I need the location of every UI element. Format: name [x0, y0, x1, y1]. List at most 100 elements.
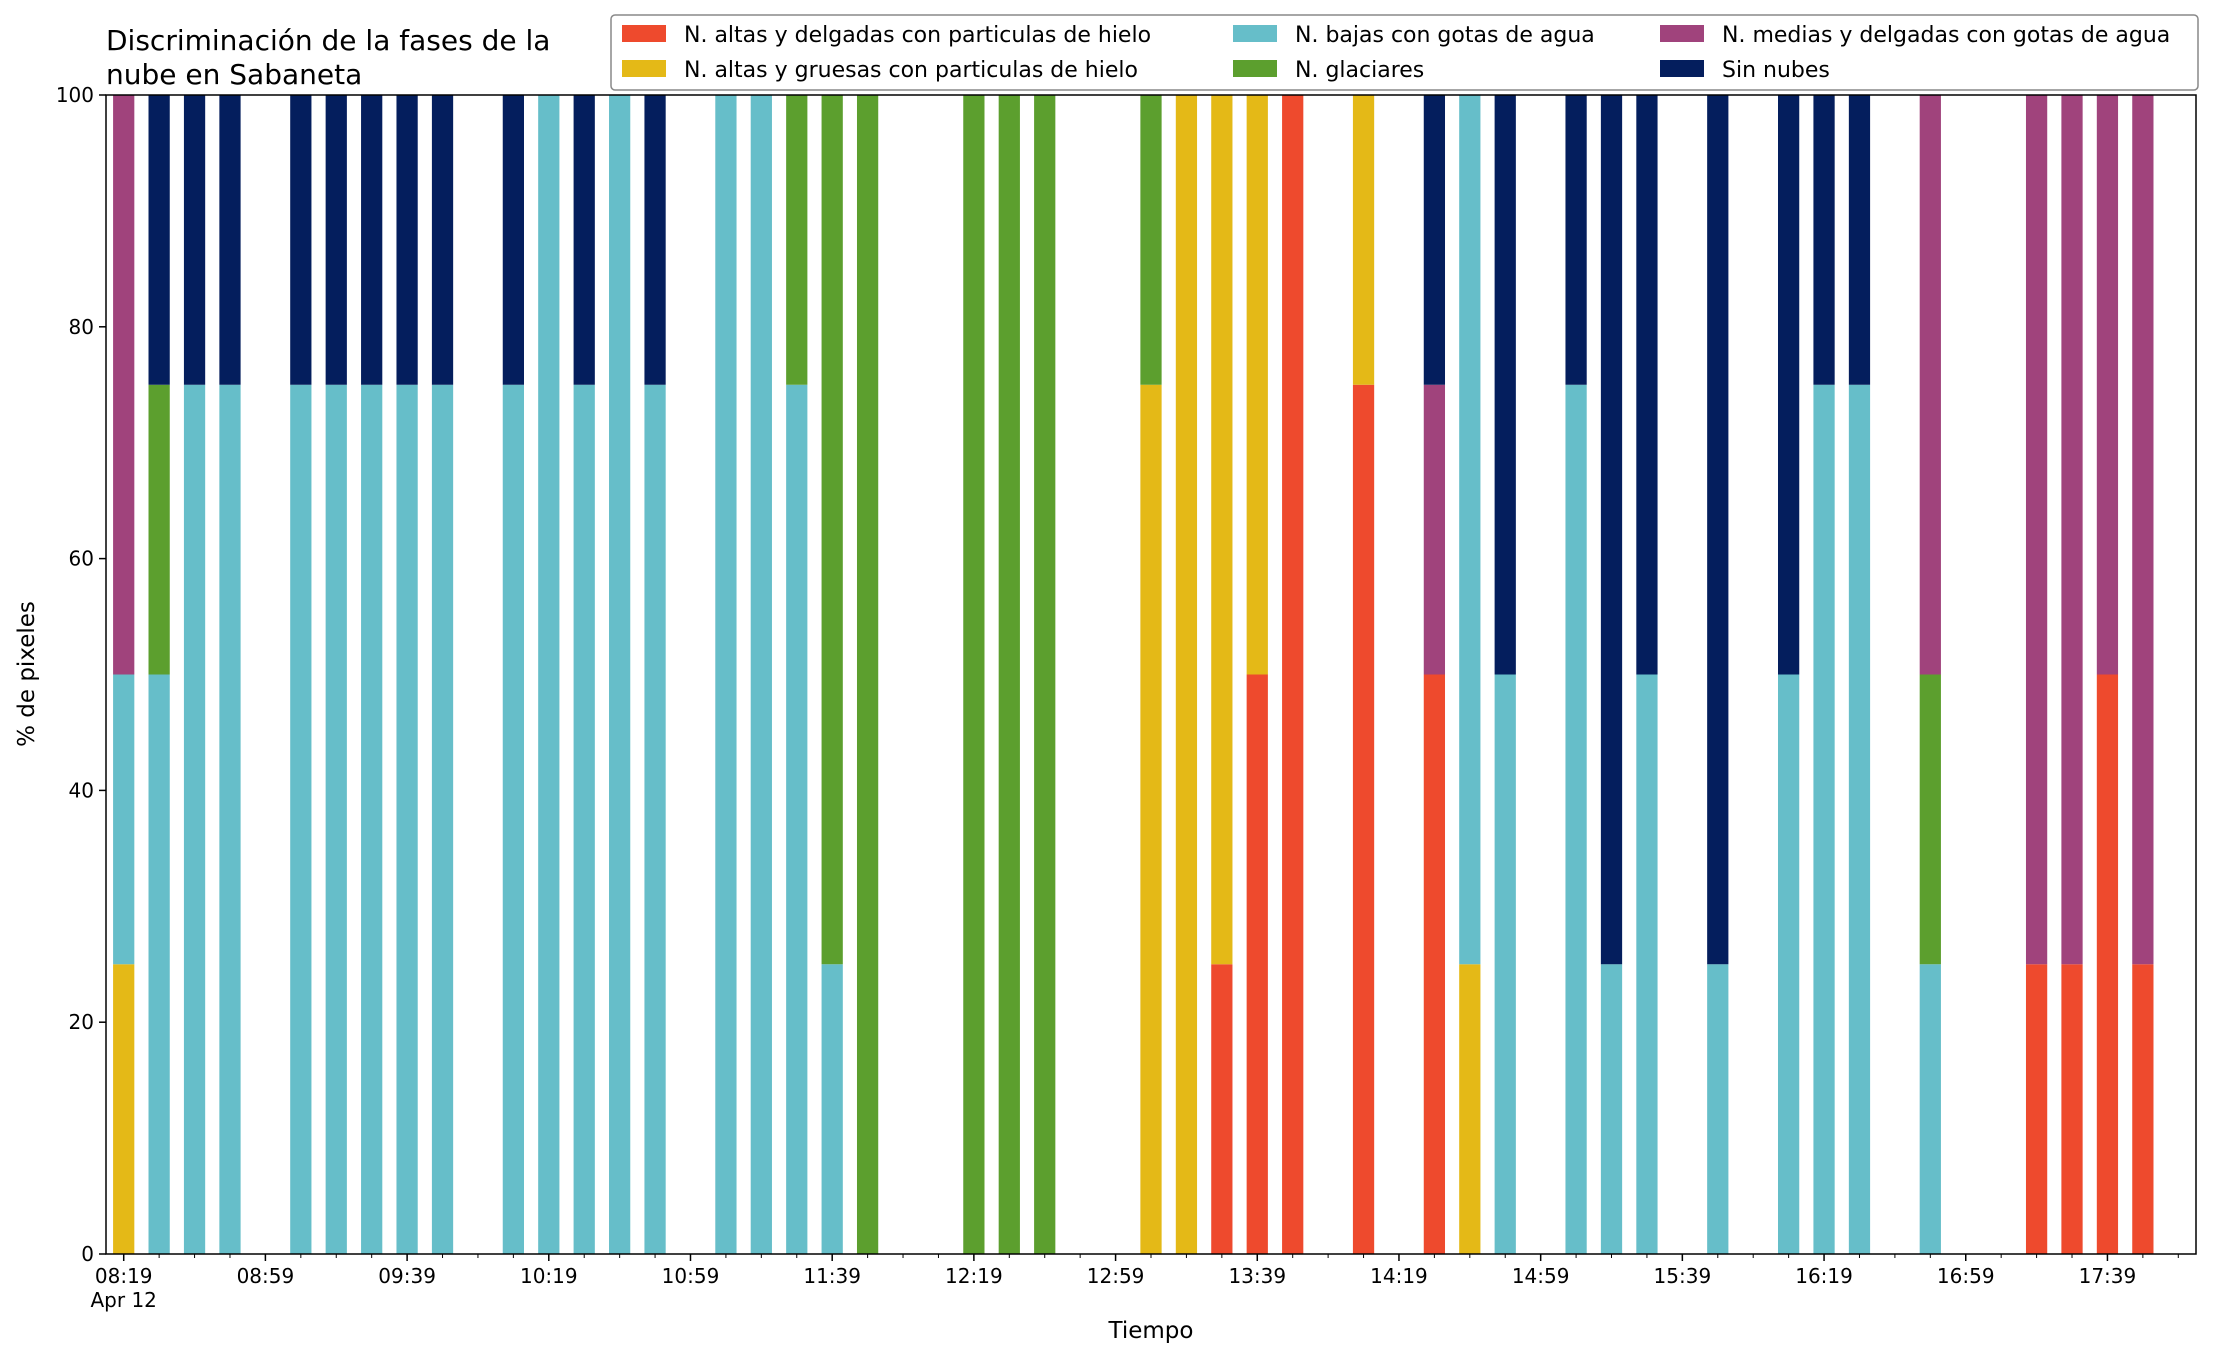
legend: N. altas y delgadas con particulas de hi… — [610, 14, 2199, 91]
bar-segment — [148, 95, 170, 385]
bar-segment — [750, 95, 772, 1254]
bar-segment — [148, 384, 170, 675]
bar-segment — [113, 674, 135, 965]
x-tick-label: 08:19 — [95, 1264, 153, 1288]
bar-segment — [290, 95, 312, 385]
bar-segment — [1600, 95, 1623, 965]
bar-segment — [715, 95, 737, 1254]
x-tick-label: 12:19 — [945, 1264, 1003, 1288]
bar-segment — [1459, 964, 1481, 1254]
legend-entry-label: Sin nubes — [1722, 58, 1830, 83]
bar-segment — [786, 384, 808, 1254]
y-axis-label: % de pixeles — [14, 601, 40, 747]
bar-segment — [431, 95, 454, 385]
y-tick-label: 60 — [69, 547, 94, 571]
bar-segment — [2132, 95, 2154, 965]
legend-swatch — [622, 60, 666, 77]
bar-segment — [1565, 95, 1587, 385]
x-axis-label: Tiempo — [1108, 1318, 1194, 1344]
y-tick-label: 40 — [69, 778, 94, 802]
bar-segment — [2061, 95, 2083, 965]
y-tick-label: 100 — [56, 83, 94, 107]
bar-segment — [821, 95, 843, 965]
bar-segment — [183, 384, 206, 1254]
bar-segment — [644, 384, 666, 1254]
bar-segment — [502, 95, 524, 385]
bar-segment — [148, 674, 170, 1254]
bar-segment — [113, 95, 135, 675]
x-tick-label: 08:59 — [237, 1264, 295, 1288]
y-tick-label: 20 — [69, 1010, 94, 1034]
bar-segment — [538, 95, 560, 1254]
bar-segment — [2025, 95, 2048, 965]
legend-entry-label: N. glaciares — [1295, 58, 1424, 83]
bar-segment — [2096, 674, 2119, 1254]
bar-segment — [821, 964, 843, 1254]
legend-swatch — [622, 25, 666, 42]
bar-segment — [361, 95, 383, 385]
x-tick-label: 12:59 — [1087, 1264, 1145, 1288]
legend-entry-label: N. altas y gruesas con particulas de hie… — [684, 58, 1138, 83]
x-axis: 08:19 08:59 09:39 10:19 10:59 11:39 12:19 12:59… — [91, 1254, 2179, 1312]
bar-segment — [2061, 964, 2083, 1254]
legend-swatch — [1660, 60, 1704, 77]
bar-segment — [219, 384, 241, 1254]
bar-segment — [609, 95, 631, 1254]
chart-title-line-1: Discriminación de la fases de la — [106, 24, 550, 57]
x-tick-label: 14:59 — [1512, 1264, 1570, 1288]
x-tick-label: 10:19 — [520, 1264, 578, 1288]
bar-segment — [431, 384, 454, 1254]
x-tick-label: 09:39 — [378, 1264, 436, 1288]
bar-segment — [644, 95, 666, 385]
bar-segment — [1565, 384, 1587, 1254]
bar-segment — [1494, 674, 1516, 1254]
bar-segment — [1423, 384, 1446, 675]
bar-segment — [1813, 95, 1835, 385]
x-tick-label: 13:39 — [1228, 1264, 1286, 1288]
bar-segment — [502, 384, 524, 1254]
bar-segment — [1175, 95, 1198, 1254]
bar-segment — [1919, 674, 1941, 965]
x-tick-label: 16:59 — [1937, 1264, 1995, 1288]
bar-segment — [183, 95, 206, 385]
bar-segment — [1140, 95, 1162, 385]
bar-segment — [1919, 964, 1941, 1254]
bar-segment — [2025, 964, 2048, 1254]
bar-segment — [325, 384, 347, 1254]
bar-segment — [1246, 674, 1268, 1254]
bar-segment — [1034, 95, 1056, 1254]
bar-segment — [1494, 95, 1516, 675]
x-tick-label: 17:39 — [2079, 1264, 2137, 1288]
bar-segment — [1778, 674, 1800, 1254]
chart-title-line-2: nube en Sabaneta — [106, 58, 362, 91]
bar-segment — [1140, 384, 1162, 1254]
bar-segment — [1352, 384, 1375, 1254]
x-tick-label: 16:19 — [1795, 1264, 1853, 1288]
bar-segment — [1352, 95, 1375, 385]
bar-segment — [1778, 95, 1800, 675]
y-tick-label: 0 — [81, 1242, 94, 1266]
bar-segment — [786, 95, 808, 385]
legend-swatch — [1660, 25, 1704, 42]
legend-entry-label: N. altas y delgadas con particulas de hi… — [684, 23, 1151, 48]
bar-group — [113, 95, 2154, 1254]
bar-segment — [963, 95, 985, 1254]
bar-segment — [573, 384, 595, 1254]
bar-segment — [1423, 674, 1446, 1254]
y-axis: 0 20 40 60 80 100 — [56, 83, 106, 1266]
bar-segment — [1813, 384, 1835, 1254]
bar-segment — [396, 95, 418, 385]
legend-swatch — [1233, 25, 1277, 42]
bar-segment — [219, 95, 241, 385]
bar-segment — [856, 95, 879, 1254]
bar-segment — [1636, 674, 1658, 1254]
bar-segment — [1707, 95, 1729, 965]
bar-segment — [998, 95, 1020, 1254]
legend-frame — [610, 14, 2199, 91]
bar-segment — [1211, 95, 1233, 965]
x-tick-label: 14:19 — [1370, 1264, 1428, 1288]
bar-segment — [396, 384, 418, 1254]
bar-segment — [113, 964, 135, 1254]
bar-segment — [1459, 95, 1481, 965]
bar-segment — [1423, 95, 1446, 385]
